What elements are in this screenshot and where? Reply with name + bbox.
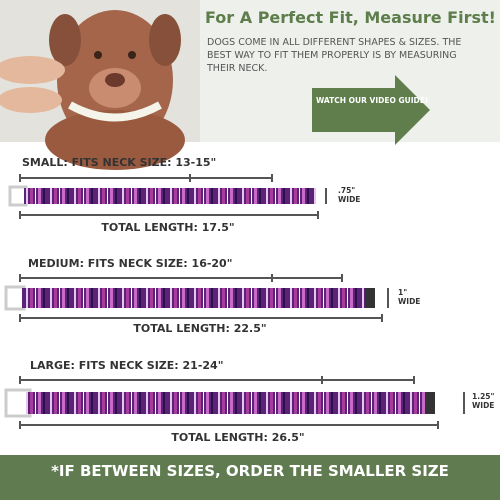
total-length: TOTAL LENGTH: 22.5" — [133, 322, 267, 335]
footer-note: *IF BETWEEN SIZES, ORDER THE SMALLER SIZ… — [51, 462, 449, 480]
width: 1.25" WIDE — [472, 392, 494, 410]
size-label: SMALL: FITS NECK SIZE: 13-15" — [22, 156, 217, 169]
small-collar — [8, 174, 327, 219]
intro-text: DOGS COME IN ALL DIFFERENT SHAPES & SIZE… — [207, 37, 462, 74]
width-unit: WIDE — [338, 195, 361, 204]
width-unit: WIDE — [398, 297, 421, 306]
title: For A Perfect Fit, Measure First! — [205, 8, 496, 27]
size-label: MEDIUM: FITS NECK SIZE: 16-20" — [28, 257, 233, 270]
width-value: 1" — [398, 288, 408, 297]
width: .75" WIDE — [338, 186, 360, 204]
width-value: 1.25" — [472, 392, 495, 401]
total-length: TOTAL LENGTH: 17.5" — [101, 221, 235, 234]
width-unit: WIDE — [472, 401, 495, 410]
width-value: .75" — [338, 186, 356, 195]
dog-photo — [0, 0, 200, 170]
video-button[interactable] — [312, 75, 430, 145]
large-collar — [4, 376, 465, 429]
medium-collar — [4, 274, 389, 322]
footer-bg — [0, 455, 500, 500]
total-length: TOTAL LENGTH: 26.5" — [171, 431, 305, 444]
button-label[interactable]: WATCH OUR VIDEO GUIDE! — [316, 96, 429, 105]
size-label: LARGE: FITS NECK SIZE: 21-24" — [30, 359, 224, 372]
width: 1" WIDE — [398, 288, 420, 306]
